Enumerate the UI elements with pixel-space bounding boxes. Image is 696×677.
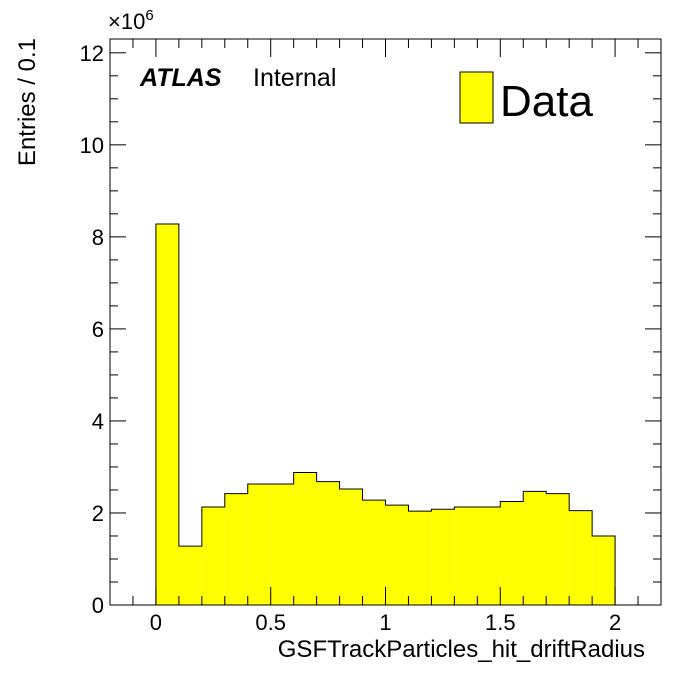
tick-labels-layer: 0 0.5 1 1.5 2 0 2 4 6 8 10 12 [80,41,622,635]
y-tick-label: 4 [92,409,104,434]
ticks-layer [109,39,662,606]
histogram-bar [362,500,386,605]
histogram-bar [454,506,478,605]
histogram-bar [569,510,593,605]
atlas-status-label: Internal [253,64,336,92]
histogram-bar [546,493,570,605]
histogram-bar [316,481,340,605]
x-tick-label: 1.5 [485,610,516,635]
histogram-bar [178,546,202,605]
histogram-bar [293,472,317,605]
y-tick-label: 0 [92,593,104,618]
bars-layer [155,223,616,606]
x-tick-label: 0 [150,610,162,635]
y-tick-label: 6 [92,317,104,342]
histogram-bar [385,505,409,605]
histogram-bar [224,493,248,605]
histogram-bar [500,501,524,605]
y-axis-title: Entries / 0.1 [14,38,41,166]
y-tick-label: 12 [80,41,104,66]
legend-label: Data [500,77,593,126]
histogram-bar [592,535,616,605]
histogram-bar [270,483,294,605]
x-tick-label: 2 [609,610,621,635]
y-tick-label: 8 [92,225,104,250]
histogram-bar [155,223,179,606]
legend: Data [459,71,593,126]
y-tick-label: 10 [80,133,104,158]
x-tick-label: 0.5 [255,610,286,635]
histogram-outline [155,223,616,605]
x-tick-label: 1 [379,610,391,635]
histogram-bar [431,509,455,605]
plot-frame [109,38,662,606]
histogram-bar [477,506,501,605]
atlas-label: ATLAS [139,64,222,92]
histogram-bar [339,489,363,605]
y-scale-multiplier: ×106 [108,7,154,34]
histogram-bar [408,511,432,605]
histogram-bar [201,506,225,605]
x-axis-title: GSFTrackParticles_hit_driftRadius [278,636,645,663]
histogram-bar [523,491,547,605]
legend-swatch [459,71,494,124]
histogram-bar [247,483,271,605]
y-tick-label: 2 [92,501,104,526]
